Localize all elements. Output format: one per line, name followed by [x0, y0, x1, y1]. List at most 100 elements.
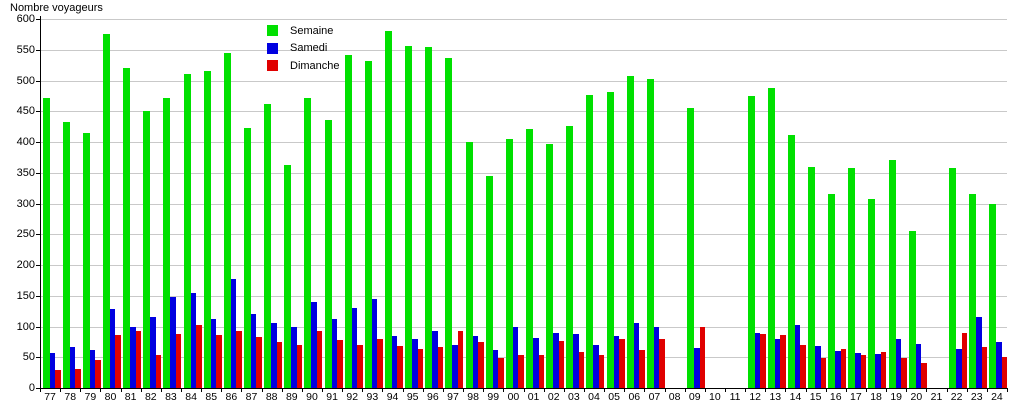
- x-axis-tick: [604, 388, 606, 392]
- bar-samedi-09: [694, 348, 700, 388]
- bar-dimanche-98: [478, 341, 484, 388]
- x-tick-label: 80: [104, 391, 117, 400]
- x-axis-tick: [181, 388, 183, 392]
- y-tick-label: 200: [16, 259, 35, 271]
- x-axis-tick: [100, 388, 102, 392]
- x-axis-tick: [483, 388, 485, 392]
- y-axis-tick: [36, 203, 40, 205]
- bar-semaine-79: [82, 132, 90, 388]
- x-tick-label: 01: [527, 391, 540, 400]
- y-axis-tick: [36, 234, 40, 236]
- x-axis-tick: [422, 388, 424, 392]
- bar-dimanche-15: [820, 357, 827, 388]
- x-axis-tick: [563, 388, 565, 392]
- x-tick-label: 24: [991, 391, 1003, 400]
- x-axis-tick: [805, 388, 807, 392]
- y-tick-label: 0: [28, 382, 35, 394]
- x-axis-tick: [201, 388, 203, 392]
- x-axis-tick: [664, 388, 666, 392]
- x-tick-label: 06: [628, 391, 641, 400]
- bar-semaine-20: [908, 231, 916, 388]
- x-axis-tick: [463, 388, 465, 392]
- x-tick-label: 17: [850, 391, 862, 400]
- x-axis-tick: [221, 388, 223, 392]
- bar-dimanche-79: [95, 359, 101, 388]
- bar-dimanche-82: [155, 354, 162, 388]
- bar-samedi-93: [371, 298, 378, 388]
- bar-dimanche-88: [276, 341, 283, 388]
- gridline: [40, 111, 1007, 113]
- bar-samedi-80: [109, 308, 116, 388]
- x-axis-tick: [362, 388, 364, 392]
- x-tick-label: 11: [729, 391, 741, 400]
- bar-semaine-82: [143, 111, 151, 388]
- bar-dimanche-93: [377, 338, 383, 388]
- bar-dimanche-04: [598, 355, 605, 388]
- bar-semaine-81: [123, 67, 131, 388]
- y-tick-label: 500: [16, 74, 35, 87]
- bar-samedi-98: [472, 336, 479, 388]
- x-tick-label: 91: [326, 391, 338, 400]
- bar-semaine-85: [203, 71, 211, 388]
- bar-samedi-79: [89, 349, 96, 388]
- x-axis-tick: [40, 388, 41, 392]
- x-tick-label: 99: [487, 391, 500, 400]
- x-axis-tick: [845, 388, 847, 392]
- x-axis-tick: [523, 388, 525, 392]
- bar-semaine-23: [969, 194, 977, 388]
- bar-semaine-96: [425, 46, 433, 388]
- bar-dimanche-78: [75, 368, 81, 388]
- bar-samedi-99: [492, 350, 499, 388]
- y-axis-tick: [36, 326, 40, 328]
- y-axis-tick: [36, 172, 40, 174]
- legend-label-samedi: Samedi: [290, 42, 328, 55]
- bar-samedi-16: [835, 351, 841, 388]
- x-axis-tick: [80, 388, 82, 392]
- x-tick-label: 00: [507, 391, 520, 400]
- bar-samedi-92: [351, 308, 358, 388]
- x-axis-tick: [442, 388, 444, 392]
- x-tick-label: 09: [688, 391, 701, 400]
- x-tick-label: 82: [144, 391, 157, 400]
- bar-samedi-15: [815, 346, 821, 388]
- bar-dimanche-83: [175, 334, 182, 388]
- bar-semaine-90: [304, 97, 312, 388]
- x-axis-tick: [865, 388, 867, 392]
- bar-semaine-14: [787, 134, 795, 388]
- x-axis-tick: [906, 388, 908, 392]
- bar-semaine-13: [767, 88, 775, 388]
- x-axis-tick: [261, 388, 263, 392]
- x-axis-tick: [503, 388, 505, 392]
- bar-dimanche-87: [256, 336, 262, 388]
- legend-label-semaine: Semaine: [290, 24, 334, 37]
- gridline: [40, 203, 1007, 205]
- x-tick-label: 84: [185, 391, 197, 400]
- y-axis-tick: [36, 357, 40, 359]
- legend-item-dimanche: Dimanche: [267, 57, 340, 75]
- x-axis-tick: [583, 388, 585, 392]
- bar-samedi-83: [170, 296, 176, 388]
- bar-samedi-95: [412, 338, 418, 388]
- x-tick-label: 21: [930, 391, 943, 400]
- bar-dimanche-80: [115, 335, 121, 388]
- x-tick-label: 10: [709, 391, 721, 400]
- bar-semaine-95: [405, 46, 413, 388]
- x-axis-tick: [946, 388, 948, 392]
- bar-samedi-87: [250, 314, 257, 388]
- bar-samedi-02: [553, 332, 559, 388]
- bar-samedi-20: [915, 343, 922, 388]
- bar-semaine-18: [868, 199, 876, 388]
- bar-samedi-91: [331, 318, 338, 388]
- bar-dimanche-18: [880, 352, 887, 388]
- bar-samedi-94: [391, 336, 398, 388]
- bar-semaine-05: [606, 92, 614, 388]
- x-axis-line: [40, 388, 1007, 389]
- bar-dimanche-24: [1001, 357, 1008, 388]
- x-tick-label: 95: [406, 391, 419, 400]
- x-tick-label: 16: [829, 391, 842, 400]
- y-axis-tick: [36, 49, 40, 51]
- bar-samedi-82: [150, 317, 156, 388]
- bar-samedi-89: [291, 326, 297, 388]
- bar-samedi-04: [593, 344, 599, 388]
- x-tick-label: 12: [749, 391, 761, 400]
